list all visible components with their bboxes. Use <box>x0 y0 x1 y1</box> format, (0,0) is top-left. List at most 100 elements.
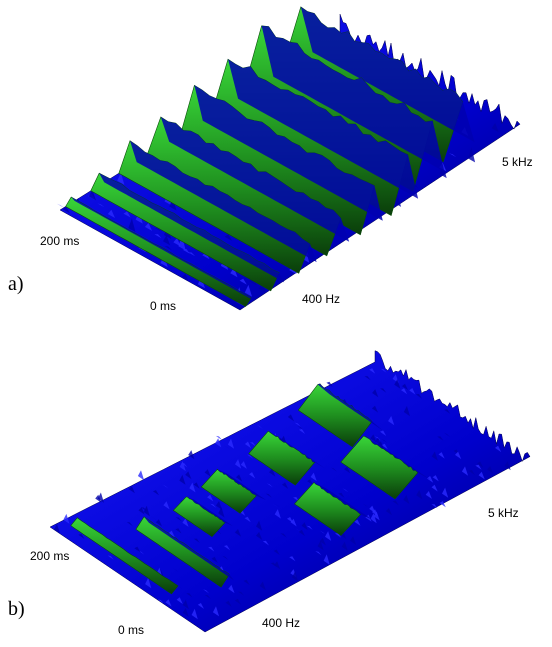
surface-spike <box>223 545 231 551</box>
surface-spike <box>234 598 241 605</box>
surface-spike <box>186 593 193 598</box>
surface-spike <box>150 516 158 521</box>
surface-spike <box>123 211 131 218</box>
surface-spike <box>244 284 252 297</box>
surface-spike <box>317 540 324 551</box>
surface-spike <box>215 501 223 510</box>
time-label: 200 ms <box>30 549 69 563</box>
surface-spike <box>475 464 482 470</box>
panel-label: a) <box>8 273 24 295</box>
surface-spike <box>342 488 349 493</box>
surface-spike <box>385 508 392 516</box>
surface-spike <box>334 533 342 538</box>
surface-spike <box>243 579 250 586</box>
surface-spike <box>319 530 326 535</box>
surface-spike <box>140 507 147 512</box>
surface-spike <box>154 227 162 232</box>
surface-spike <box>204 469 211 477</box>
surface-spike <box>270 562 277 568</box>
surface-spike <box>394 379 401 389</box>
surface-spike <box>162 235 171 246</box>
surface-spike <box>403 406 410 417</box>
surface-spike <box>238 591 245 596</box>
ridge-shadow <box>317 383 384 432</box>
ridge-shadow <box>217 469 266 500</box>
surface-spike <box>370 511 377 516</box>
surface-spike <box>168 530 175 538</box>
surface-spike <box>175 517 182 522</box>
surface-spike <box>273 549 280 556</box>
surface-spike <box>78 533 85 539</box>
surface-spike <box>439 164 447 179</box>
surface-spike <box>204 594 211 600</box>
surface-spike <box>179 461 186 472</box>
surface-spike <box>126 522 133 527</box>
ridge-shadow <box>314 482 373 520</box>
surface-spike <box>256 520 263 531</box>
surface-spike <box>323 554 330 565</box>
surface-spike <box>274 509 281 519</box>
surface-spike <box>297 425 304 430</box>
surface-spike <box>200 573 207 579</box>
surface-spike <box>468 469 475 476</box>
ridge <box>172 496 226 537</box>
surface-spike <box>409 388 416 395</box>
ridge-shadow <box>194 85 383 221</box>
surface-spike <box>319 537 326 546</box>
time-label: 200 ms <box>40 234 79 248</box>
ridge-shadow <box>186 496 233 526</box>
surface-spike <box>173 568 180 573</box>
surface-spike <box>182 248 190 254</box>
surface-spike <box>273 503 281 508</box>
surface-spike <box>315 551 322 556</box>
surface-spike <box>157 599 164 604</box>
surface-spike <box>256 531 263 540</box>
surface-spike <box>155 519 162 527</box>
surface-spike <box>188 450 195 460</box>
surface-spike <box>437 436 444 441</box>
surface-spike <box>272 503 279 508</box>
surface-spike <box>235 459 242 469</box>
frequency-label: 5 kHz <box>488 506 519 520</box>
surface-spike <box>165 599 172 607</box>
surface-spike <box>350 536 357 545</box>
surface-spike <box>310 472 317 482</box>
surface-spike <box>95 526 102 531</box>
surface-spike <box>461 466 469 476</box>
surface-spike <box>234 529 242 537</box>
surface-spike <box>439 501 446 508</box>
surface-spike <box>230 267 238 278</box>
surface-spike <box>211 556 218 563</box>
surface-spike <box>444 409 451 414</box>
surface-spike <box>298 429 306 434</box>
surface-spike <box>249 472 256 479</box>
surface-spike <box>425 491 432 499</box>
surface-spike <box>107 209 115 218</box>
surface-spike <box>175 528 182 534</box>
ridge-shadow <box>77 517 182 589</box>
surface-spike <box>134 546 141 553</box>
surface-spike <box>369 505 376 514</box>
ridge <box>248 430 316 486</box>
surface-spike <box>258 282 266 293</box>
surface-spike <box>215 438 222 448</box>
surface-spike <box>287 414 294 422</box>
surface-spike <box>240 461 247 469</box>
ridge-shadow <box>268 431 327 470</box>
surface-spike <box>210 503 217 508</box>
surface-spike <box>62 206 70 214</box>
surface-spike <box>370 434 377 443</box>
surface-spike <box>381 438 388 443</box>
surface-spike <box>282 482 289 489</box>
surface-b <box>49 350 531 633</box>
frequency-label: 400 Hz <box>302 292 340 306</box>
ridge-shadow <box>99 173 285 283</box>
time-label: 0 ms <box>150 299 176 313</box>
surface-spike <box>154 234 162 239</box>
surface-spike <box>259 581 266 591</box>
frequency-label: 400 Hz <box>262 616 300 630</box>
ridge <box>65 196 252 307</box>
surface-spike <box>256 424 263 429</box>
surface-spike <box>491 122 499 133</box>
